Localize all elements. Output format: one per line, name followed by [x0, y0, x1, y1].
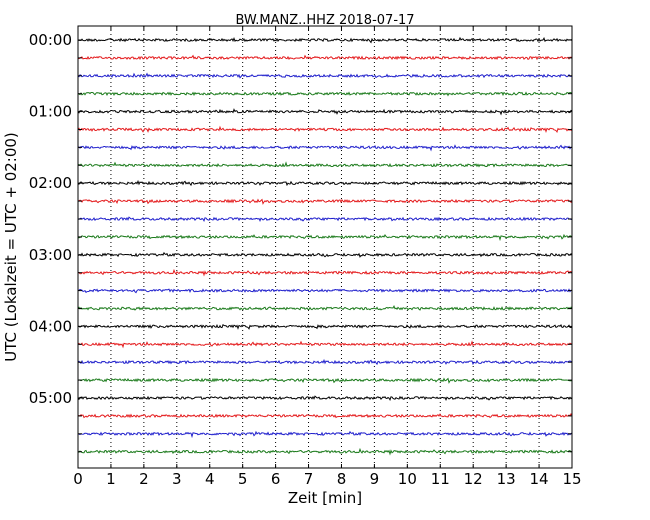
trace-line — [77, 358, 573, 366]
x-tick-label: 10 — [398, 470, 417, 488]
trace-line — [77, 54, 573, 61]
trace-line — [77, 36, 573, 44]
x-tick-label: 15 — [562, 470, 581, 488]
trace-line — [77, 447, 573, 456]
trace-line — [77, 323, 573, 330]
x-tick-label: 9 — [370, 470, 380, 488]
x-tick-label: 0 — [73, 470, 83, 488]
y-axis: 00:00 01:00 02:00 03:00 04:00 05:00 — [29, 31, 572, 453]
trace-line — [77, 233, 573, 242]
trace-line — [77, 91, 573, 97]
y-tick-label: 00:00 — [29, 31, 72, 49]
x-tick-label: 4 — [205, 470, 215, 488]
trace-line — [77, 305, 573, 311]
x-tick-label: 8 — [337, 470, 347, 488]
trace-group — [77, 36, 573, 456]
y-axis-label: UTC (Lokalzeit = UTC + 02:00) — [2, 132, 20, 362]
y-tick-label: 04:00 — [29, 317, 72, 335]
trace-line — [77, 395, 573, 402]
x-tick-label: 3 — [172, 470, 182, 488]
y-tick-label: 01:00 — [29, 103, 72, 121]
trace-line — [77, 430, 573, 439]
y-tick-label: 05:00 — [29, 389, 72, 407]
trace-line — [77, 179, 573, 187]
x-axis: 0 1 2 3 4 5 6 7 8 9 10 11 12 13 14 15 — [73, 26, 582, 488]
y-tick-label: 02:00 — [29, 174, 72, 192]
x-tick-label: 6 — [271, 470, 281, 488]
plot-frame — [77, 25, 573, 469]
x-tick-label: 13 — [497, 470, 516, 488]
x-tick-label: 1 — [106, 470, 116, 488]
x-tick-label: 11 — [431, 470, 450, 488]
y-tick-label: 03:00 — [29, 246, 72, 264]
trace-line — [77, 161, 573, 168]
x-tick-label: 14 — [530, 470, 549, 488]
trace-line — [77, 144, 573, 152]
trace-line — [77, 377, 573, 384]
trace-line — [77, 125, 573, 134]
trace-line — [77, 216, 573, 223]
trace-line — [77, 268, 573, 277]
trace-line — [77, 108, 573, 116]
x-axis-label: Zeit [min] — [288, 489, 362, 507]
chart-title: BW.MANZ..HHZ 2018-07-17 — [235, 13, 414, 28]
trace-line — [77, 340, 573, 349]
x-tick-label: 12 — [464, 470, 483, 488]
x-tick-label: 7 — [304, 470, 314, 488]
trace-line — [77, 413, 573, 419]
trace-line — [77, 198, 573, 205]
trace-line — [77, 288, 573, 294]
x-gridlines — [110, 26, 540, 468]
x-tick-label: 2 — [139, 470, 149, 488]
x-tick-label: 5 — [238, 470, 248, 488]
trace-line — [77, 251, 573, 258]
trace-line — [77, 72, 573, 79]
